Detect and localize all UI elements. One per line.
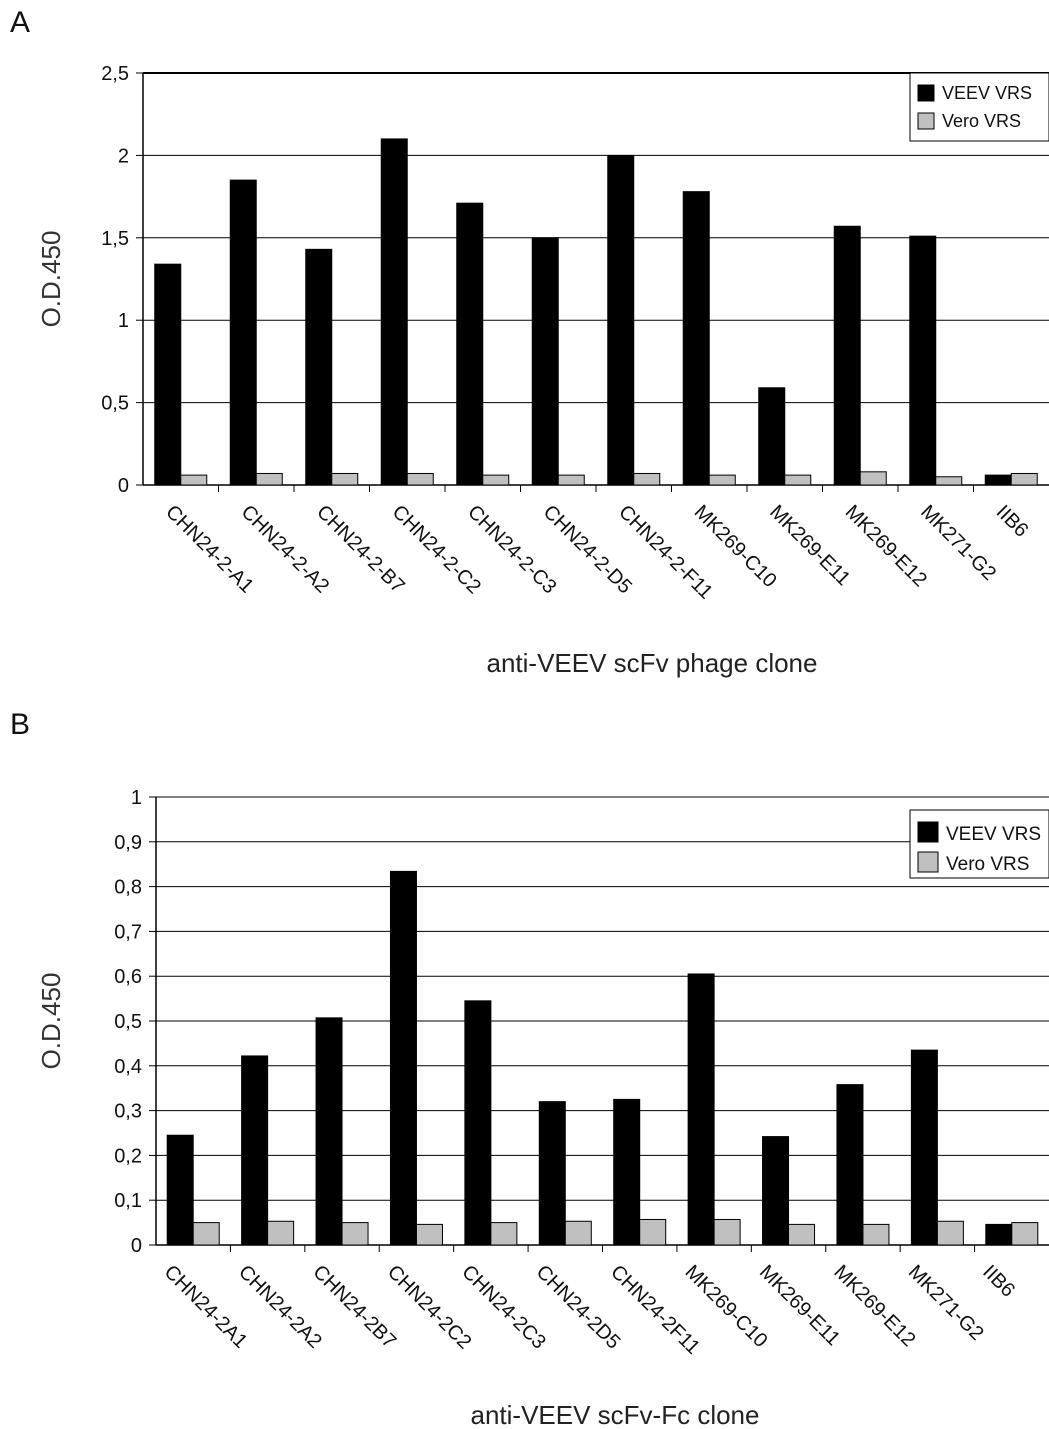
- bar-veev-vrs: [538, 1101, 566, 1246]
- y-tick-label: 2,5: [101, 63, 129, 85]
- bar-vero-vrs: [490, 1222, 518, 1246]
- bar-veev-vrs: [909, 235, 937, 486]
- legend-box: [909, 72, 1049, 142]
- y-tick-label: 1: [118, 310, 129, 332]
- x-axis-title: anti-VEEV scFv phage clone: [487, 648, 818, 678]
- bar-veev-vrs: [166, 1134, 194, 1246]
- bar-veev-vrs: [456, 202, 484, 486]
- y-axis-title: O.D.450: [36, 231, 66, 328]
- bar-vero-vrs: [862, 1223, 890, 1246]
- x-axis-title: anti-VEEV scFv-Fc clone: [471, 1400, 760, 1429]
- y-tick-label: 0,5: [114, 1011, 142, 1033]
- bar-vero-vrs: [1010, 472, 1038, 486]
- bar-vero-vrs: [784, 474, 812, 486]
- legend-swatch: [917, 84, 935, 102]
- bar-veev-vrs: [836, 1084, 864, 1246]
- bar-vero-vrs: [708, 474, 736, 486]
- bar-vero-vrs: [406, 472, 434, 486]
- bar-veev-vrs: [241, 1055, 269, 1246]
- bar-veev-vrs: [682, 191, 710, 486]
- bar-veev-vrs: [464, 1000, 492, 1246]
- legend-label: VEEV VRS: [942, 83, 1032, 103]
- bar-vero-vrs: [936, 1220, 964, 1246]
- x-tick-label: IIB6: [978, 1261, 1019, 1302]
- bar-veev-vrs: [607, 154, 635, 486]
- bar-veev-vrs: [315, 1017, 343, 1246]
- bar-veev-vrs: [985, 1223, 1013, 1246]
- bar-veev-vrs: [305, 248, 333, 486]
- bar-vero-vrs: [713, 1218, 741, 1246]
- y-tick-label: 1: [131, 787, 142, 809]
- bar-vero-vrs: [482, 474, 510, 486]
- bar-veev-vrs: [229, 179, 257, 486]
- bar-veev-vrs: [389, 870, 417, 1246]
- y-tick-label: 0,1: [114, 1190, 142, 1212]
- bar-veev-vrs: [380, 138, 408, 486]
- chart-a: 00,511,522,5CHN24-2-A1CHN24-2-A2CHN24-2-…: [36, 63, 1049, 678]
- legend-label: VEEV VRS: [946, 824, 1041, 845]
- y-tick-label: 0,5: [101, 393, 129, 415]
- bar-vero-vrs: [1011, 1222, 1039, 1246]
- bar-vero-vrs: [415, 1223, 443, 1246]
- bar-vero-vrs: [341, 1222, 369, 1246]
- bar-vero-vrs: [788, 1223, 816, 1246]
- bar-veev-vrs: [833, 225, 861, 486]
- legend-label: Vero VRS: [942, 111, 1021, 131]
- panel-a-label: A: [10, 6, 31, 39]
- bar-vero-vrs: [255, 472, 283, 486]
- bar-veev-vrs: [613, 1098, 641, 1246]
- bar-veev-vrs: [687, 973, 715, 1246]
- bar-veev-vrs: [531, 237, 559, 486]
- bar-vero-vrs: [331, 472, 359, 486]
- bar-vero-vrs: [564, 1220, 592, 1246]
- bar-vero-vrs: [267, 1220, 295, 1246]
- bar-veev-vrs: [758, 387, 786, 486]
- y-tick-label: 0,2: [114, 1145, 142, 1167]
- y-tick-label: 0,3: [114, 1101, 142, 1123]
- y-tick-label: 0,4: [114, 1056, 142, 1078]
- legend-swatch: [917, 112, 935, 130]
- bar-vero-vrs: [639, 1218, 667, 1246]
- panel-b-label: B: [10, 708, 31, 741]
- bar-veev-vrs: [762, 1136, 790, 1246]
- y-tick-label: 1,5: [101, 228, 129, 250]
- bar-vero-vrs: [180, 474, 208, 486]
- y-tick-label: 0,9: [114, 832, 142, 854]
- bar-vero-vrs: [935, 476, 963, 486]
- bar-vero-vrs: [557, 474, 585, 486]
- y-tick-label: 0: [118, 475, 129, 497]
- y-tick-label: 0,8: [114, 877, 142, 899]
- legend-swatch: [917, 821, 939, 843]
- y-tick-label: 0,7: [114, 921, 142, 943]
- legend-label: Vero VRS: [946, 854, 1029, 875]
- bar-veev-vrs: [910, 1049, 938, 1246]
- y-tick-label: 0: [131, 1235, 142, 1257]
- y-tick-label: 2: [118, 145, 129, 167]
- bar-vero-vrs: [859, 471, 887, 486]
- bar-veev-vrs: [154, 263, 182, 486]
- legend-swatch: [917, 851, 939, 873]
- y-tick-label: 0,6: [114, 966, 142, 988]
- y-axis-title: O.D.450: [36, 973, 66, 1070]
- bar-vero-vrs: [192, 1222, 220, 1246]
- bar-vero-vrs: [633, 472, 661, 486]
